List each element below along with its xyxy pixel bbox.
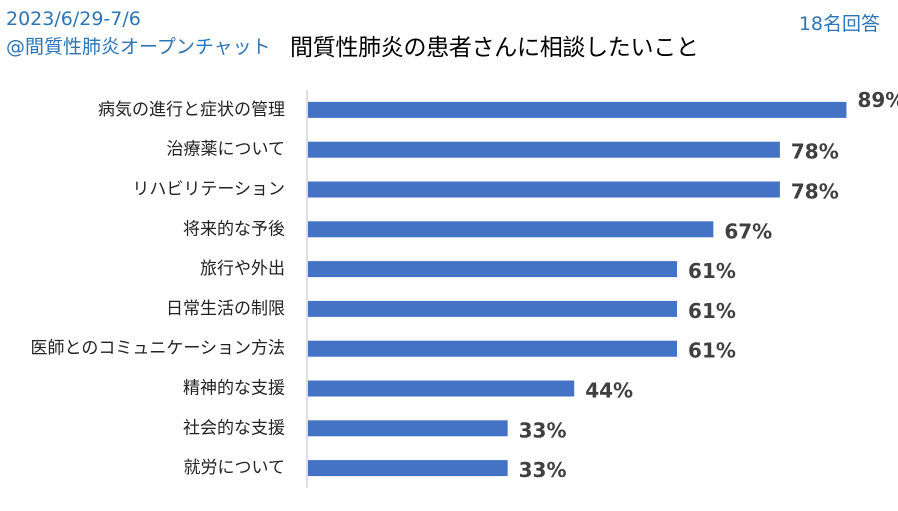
value-label-8: 44% (585, 379, 633, 403)
community-name: @間質性肺炎オープンチャット (6, 36, 271, 58)
bar-1 (308, 101, 847, 118)
value-labels: 89% 78% 78% 67% 61% 61% 61% 44% 33% 33% (519, 88, 898, 482)
category-label-9: 社会的な支援 (183, 418, 285, 438)
bar-7 (308, 340, 678, 357)
category-label-10: 就労について (184, 458, 286, 478)
bar-10 (308, 460, 508, 477)
bar-8 (308, 380, 575, 397)
date-range: 2023/6/29-7/6 (6, 8, 141, 30)
bar-6 (308, 300, 678, 317)
value-label-6: 61% (688, 299, 736, 323)
category-label-8: 精神的な支援 (183, 379, 285, 399)
bar-3 (308, 181, 780, 198)
value-label-4: 67% (724, 219, 772, 243)
bar-9 (308, 420, 508, 437)
value-label-10: 33% (519, 458, 567, 482)
bar-4 (308, 221, 714, 238)
value-label-9: 33% (519, 418, 567, 442)
bar-5 (308, 261, 678, 278)
category-label-6: 日常生活の制限 (166, 299, 285, 319)
category-label-1: 病気の進行と症状の管理 (98, 100, 285, 120)
value-label-2: 78% (791, 140, 839, 164)
bar-group (308, 101, 847, 477)
category-label-5: 旅行や外出 (200, 259, 285, 279)
value-label-3: 78% (791, 180, 839, 204)
category-labels: 病気の進行と症状の管理治療薬についてリハビリテーション将来的な予後旅行や外出日常… (31, 100, 286, 478)
value-label-7: 61% (688, 339, 736, 363)
respondent-count: 18名回答 (798, 13, 880, 35)
bar-2 (308, 141, 780, 158)
chart-title: 間質性肺炎の患者さんに相談したいこと (290, 35, 699, 61)
value-label-1: 89% (857, 88, 898, 112)
category-label-2: 治療薬について (167, 140, 286, 160)
category-label-7: 医師とのコミュニケーション方法 (31, 339, 286, 359)
category-label-4: 将来的な予後 (183, 219, 285, 239)
value-label-5: 61% (688, 259, 736, 283)
category-label-3: リハビリテーション (132, 180, 285, 200)
